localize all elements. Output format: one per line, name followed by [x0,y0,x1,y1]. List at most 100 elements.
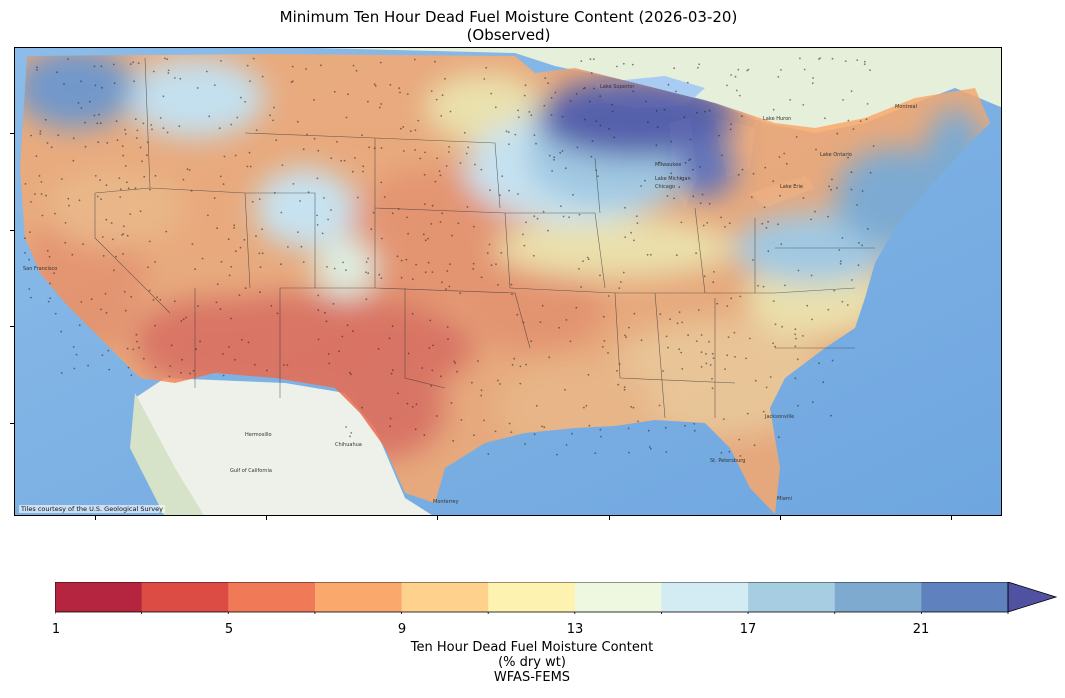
station-dot [859,120,862,123]
colorbar-segment [401,582,489,612]
station-dot [324,311,326,314]
station-dot [739,455,742,457]
colorbar-segment [748,582,836,612]
station-dot [100,198,102,201]
station-dot [291,65,294,68]
station-dot [535,404,538,407]
station-dot [423,203,426,206]
station-dot [611,103,613,106]
station-dot [700,334,703,336]
station-dot [136,340,138,343]
baja-land [130,393,204,515]
station-dot [345,116,348,119]
station-dot [514,133,517,136]
station-dot [24,183,27,185]
station-dot [152,299,155,301]
station-dot [583,406,585,409]
station-dot [127,366,130,369]
station-dot [80,80,82,83]
station-dot [517,193,519,195]
station-dot [505,130,508,133]
station-dot [227,238,230,241]
station-dot [36,66,38,69]
station-dot [302,261,305,263]
station-dot [535,142,537,145]
station-dot [191,243,194,246]
station-dot [90,298,93,301]
station-dot [680,351,683,354]
station-dot [824,117,826,120]
station-dot [313,137,316,140]
station-dot [121,145,124,147]
station-dot [864,60,866,63]
station-dot [239,246,242,249]
station-dot [669,318,671,320]
station-dot [338,350,340,353]
station-dot [681,368,684,370]
station-dot [453,360,456,363]
station-dot [726,354,729,357]
station-dot [406,93,409,95]
station-dot [543,104,546,107]
station-dot [35,155,38,157]
colorbar-tick-label: 5 [224,622,234,637]
station-dot [599,124,602,127]
station-dot [839,262,842,265]
station-dot [593,87,595,90]
station-dot [238,294,241,296]
station-dot [213,197,216,200]
station-dot [207,214,209,217]
station-dot [487,453,490,455]
y-tick [10,326,14,327]
station-dot [591,140,594,142]
station-dot [692,168,694,171]
station-dot [587,373,590,376]
station-dot [650,253,652,256]
station-dot [497,284,499,286]
station-dot [689,138,692,141]
station-dot [101,236,104,238]
station-dot [60,178,63,180]
station-dot [139,146,142,149]
station-dot [280,263,282,266]
station-dot [340,159,343,162]
station-dot [508,143,510,146]
station-dot [623,388,626,391]
station-dot [811,318,813,321]
station-dot [533,134,536,136]
station-dot [431,271,434,273]
station-dot [447,338,449,340]
station-dot [96,195,99,198]
station-dot [730,297,733,300]
station-dot [765,386,768,389]
station-dot [159,298,162,301]
station-dot [720,216,722,219]
station-dot [400,259,403,262]
station-dot [607,352,609,354]
station-dot [522,233,524,236]
station-dot [695,252,697,255]
station-dot [332,303,335,305]
station-dot [580,286,582,288]
station-dot [827,215,829,218]
station-dot [724,226,726,228]
map-panel[interactable]: San Francisco Milwaukee Chicago Lake Sup… [14,47,1002,516]
station-dot [388,337,391,340]
station-dot [802,197,805,199]
station-dot [733,331,736,334]
station-dot [774,323,777,326]
station-dot [349,371,351,374]
station-dot [490,92,493,95]
station-dot [712,357,715,359]
station-dot [560,205,562,208]
place-label: Lake Michigan [655,176,691,182]
station-dot [750,196,753,199]
place-label: Jacksonville [764,414,794,420]
station-dot [795,136,798,138]
x-tick [780,516,781,520]
station-dot [523,94,526,97]
station-dot [53,272,55,274]
place-label: Lake Huron [763,116,791,122]
station-dot [473,434,475,437]
station-dot [84,145,87,148]
